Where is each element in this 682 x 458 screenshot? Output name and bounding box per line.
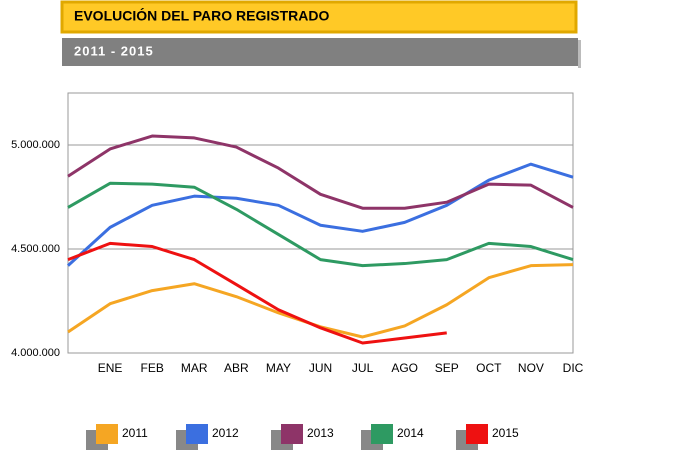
legend-swatch bbox=[466, 424, 488, 444]
series-line bbox=[67, 134, 574, 210]
x-tick-label: FEB bbox=[140, 361, 163, 375]
title-bar bbox=[60, 0, 578, 34]
legend-swatch bbox=[186, 424, 208, 444]
x-tick-label: OCT bbox=[476, 361, 502, 375]
series-line bbox=[67, 181, 574, 268]
chart-subtitle: 2011 - 2015 bbox=[74, 43, 154, 58]
subtitle-shadow bbox=[578, 40, 581, 68]
x-tick-label: ABR bbox=[224, 361, 249, 375]
series-line bbox=[66, 162, 574, 267]
chart-title: EVOLUCIÓN DEL PARO REGISTRADO bbox=[74, 7, 330, 24]
x-tick-label: JUN bbox=[309, 361, 332, 375]
legend-label: 2014 bbox=[397, 426, 424, 440]
series-line bbox=[67, 263, 574, 339]
x-tick-label: DIC bbox=[563, 361, 584, 375]
x-tick-label: MAY bbox=[266, 361, 291, 375]
legend-label: 2012 bbox=[212, 426, 239, 440]
legend-label: 2011 bbox=[122, 426, 148, 440]
y-tick-label: 5.000.000 bbox=[11, 139, 60, 151]
x-tick-label: MAR bbox=[181, 361, 208, 375]
legend-swatch bbox=[371, 424, 393, 444]
x-tick-label: SEP bbox=[435, 361, 459, 375]
series-line bbox=[67, 241, 447, 345]
x-tick-label: NOV bbox=[518, 361, 544, 375]
y-tick-label: 4.000.000 bbox=[11, 347, 60, 359]
legend-label: 2013 bbox=[307, 426, 334, 440]
y-tick-label: 4.500.000 bbox=[11, 243, 60, 255]
plot-frame bbox=[67, 92, 574, 354]
x-tick-label: AGO bbox=[391, 361, 418, 375]
subtitle-bar bbox=[62, 38, 578, 66]
x-tick-label: JUL bbox=[352, 361, 374, 375]
x-tick-label: ENE bbox=[98, 361, 123, 375]
legend-label: 2015 bbox=[492, 426, 519, 440]
legend-swatch bbox=[96, 424, 118, 444]
legend-swatch bbox=[281, 424, 303, 444]
